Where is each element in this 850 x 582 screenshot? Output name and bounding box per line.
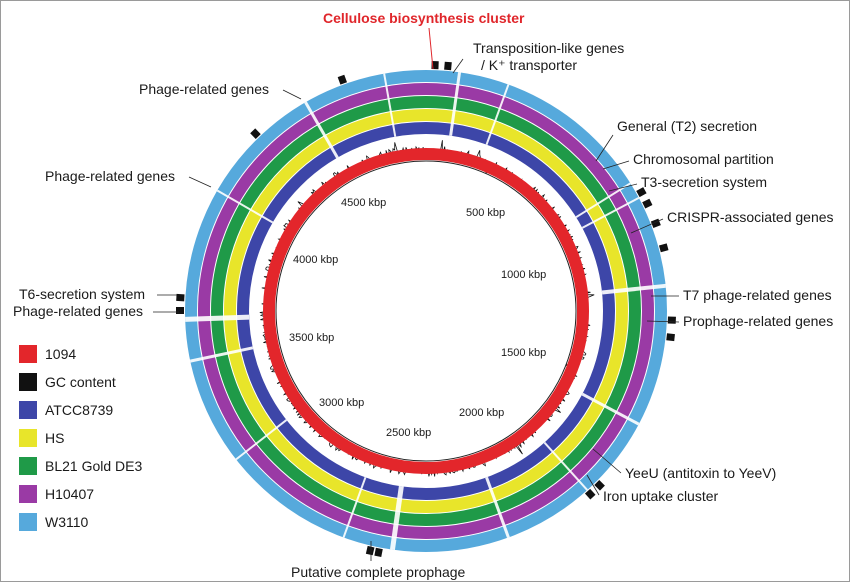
legend-swatch <box>19 345 37 363</box>
ring-gap <box>601 283 666 295</box>
legend-label: W3110 <box>45 514 89 530</box>
ring-gap <box>543 441 589 491</box>
legend-swatch <box>19 373 37 391</box>
ring-w3110 <box>185 70 667 552</box>
feature-marker <box>176 307 184 314</box>
annotation-crispr: CRISPR-associated genes <box>667 209 834 225</box>
feature-marker <box>658 243 669 253</box>
kbp-label: 4000 kbp <box>293 254 338 266</box>
annotation-phage1: Phage-related genes <box>139 81 269 97</box>
kbp-label: 1500 kbp <box>501 347 546 359</box>
ring-atcc8739 <box>237 122 615 500</box>
ring-gap <box>304 101 339 159</box>
leader-yeeu <box>592 448 622 474</box>
ring-gap <box>189 346 254 363</box>
feature-marker <box>594 479 605 491</box>
annotation-phage2: Phage-related genes <box>45 168 175 184</box>
feature-markers <box>176 61 676 557</box>
leader-t3 <box>608 183 638 192</box>
annotation-labels: Transposition-like genes/ K⁺ transporter… <box>13 40 834 580</box>
ring-gap <box>342 476 367 538</box>
ring-gap <box>449 72 462 136</box>
feature-marker <box>250 128 261 140</box>
kbp-label: 1000 kbp <box>501 269 546 281</box>
legend-label: 1094 <box>45 346 76 362</box>
ring-gap <box>185 314 250 322</box>
annotation-t6: T6-secretion system <box>19 286 145 302</box>
leader-crispr <box>630 218 664 234</box>
reference-inner-circle <box>275 160 577 462</box>
legend-label: BL21 Gold DE3 <box>45 458 142 474</box>
feature-marker <box>636 187 647 198</box>
ring-gap <box>485 476 510 538</box>
legend-label: ATCC8739 <box>45 402 113 418</box>
ring-gap <box>216 189 274 224</box>
leader-transposition <box>452 58 464 74</box>
legend-swatch <box>19 485 37 503</box>
kbp-label: 3500 kbp <box>289 332 334 344</box>
diagram-title: Cellulose biosynthesis cluster <box>323 10 525 26</box>
leader-t2 <box>595 134 614 162</box>
kbp-label: 500 kbp <box>466 207 505 219</box>
comparison-rings <box>185 70 667 552</box>
annotation-transposition-line2: / K⁺ transporter <box>481 57 577 73</box>
feature-marker <box>337 74 347 85</box>
feature-marker <box>176 293 185 302</box>
feature-marker <box>584 488 596 500</box>
ring-gap <box>575 182 631 219</box>
ring-gap <box>389 485 404 551</box>
legend-swatch <box>19 429 37 447</box>
ring-hs <box>224 109 628 513</box>
feature-marker <box>365 545 375 556</box>
annotation-iron: Iron uptake cluster <box>603 488 719 504</box>
ring-gap <box>485 84 510 146</box>
ring-bl21-gold-de3 <box>211 96 641 526</box>
legend-swatch <box>19 513 37 531</box>
ring-gap <box>383 73 397 137</box>
leader-prophage <box>646 320 680 323</box>
legend-swatch <box>19 401 37 419</box>
leader-iron <box>586 474 600 496</box>
annotation-yeeu: YeeU (antitoxin to YeeV) <box>625 465 776 481</box>
annotation-putative: Putative complete prophage <box>291 564 466 580</box>
feature-marker <box>667 316 676 324</box>
leader-chromo <box>602 160 630 170</box>
annotation-prophage: Prophage-related genes <box>683 313 833 329</box>
ring-gap <box>235 419 288 461</box>
legend-label: H10407 <box>45 486 94 502</box>
feature-marker <box>374 547 383 557</box>
annotation-leaders <box>153 58 680 561</box>
legend-swatch <box>19 457 37 475</box>
annotation-transposition: Transposition-like genes <box>473 40 624 56</box>
feature-marker <box>666 333 675 342</box>
kbp-label: 4500 kbp <box>341 197 386 209</box>
annotation-phage3: Phage-related genes <box>13 303 143 319</box>
title-leader <box>428 27 434 70</box>
annotation-chromo: Chromosomal partition <box>633 151 774 167</box>
kbp-label: 3000 kbp <box>319 397 364 409</box>
annotation-t3: T3-secretion system <box>641 174 767 190</box>
legend-label: GC content <box>45 374 116 390</box>
feature-marker <box>444 61 452 71</box>
annotation-t2: General (T2) secretion <box>617 118 757 134</box>
leader-phage1 <box>282 89 302 100</box>
kbp-labels: 500 kbp 1000 kbp 1500 kbp 2000 kbp 2500 kbp 3… <box>289 197 546 439</box>
legend: 1094 GC content ATCC8739 HS BL21 Gold DE3 H10… <box>19 345 142 531</box>
kbp-label: 2500 kbp <box>386 427 431 439</box>
ring-gaps <box>185 72 666 551</box>
feature-marker <box>642 198 653 209</box>
ring-gap <box>581 392 640 426</box>
leader-phage2 <box>188 176 212 188</box>
reference-genome-ring <box>263 148 589 474</box>
ring-gap <box>581 196 640 229</box>
kbp-label: 2000 kbp <box>459 407 504 419</box>
legend-label: HS <box>45 430 64 446</box>
annotation-t7: T7 phage-related genes <box>683 287 832 303</box>
ring-h10407 <box>198 83 654 539</box>
